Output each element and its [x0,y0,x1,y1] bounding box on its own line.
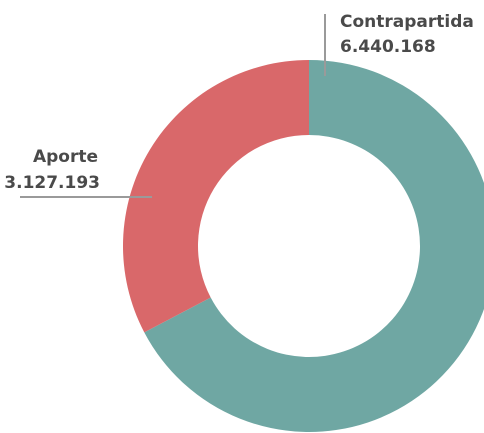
slice-label: Aporte [33,147,98,167]
donut-slice [144,60,484,432]
donut-slice [122,60,309,333]
slice-label: Contrapartida [340,12,474,32]
slice-value-label: 6.440.168 [340,37,436,57]
slice-value-label: 3.127.193 [4,173,100,193]
